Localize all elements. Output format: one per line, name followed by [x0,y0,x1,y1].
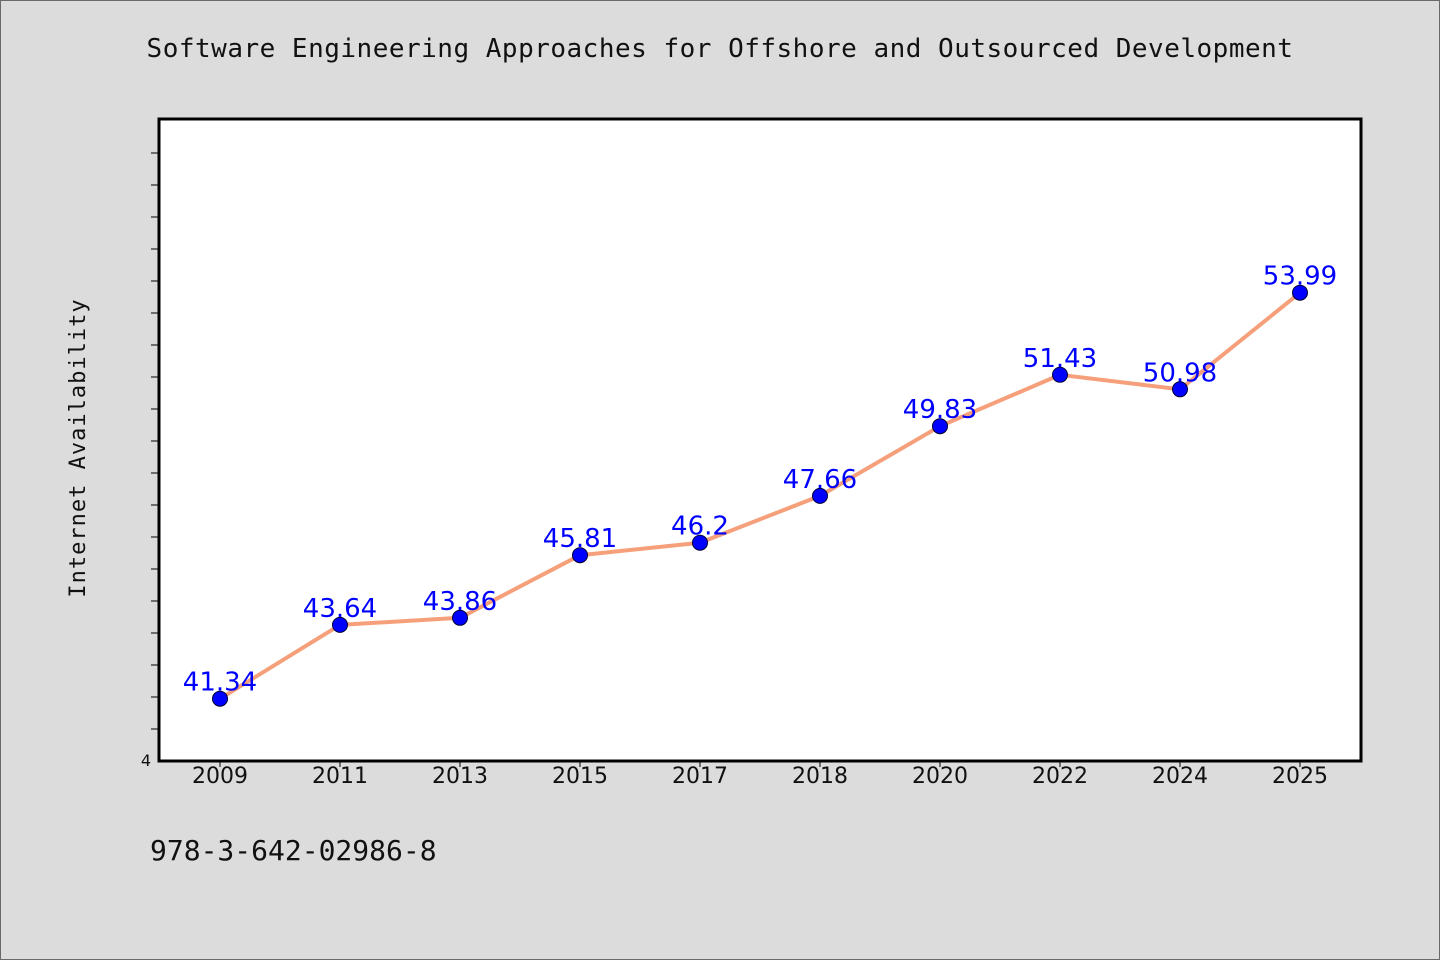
plot-area [157,117,1363,763]
y-tick-label: 4 [141,751,151,770]
x-tick-label: 2025 [1272,764,1328,789]
data-point [452,609,468,626]
x-axis-ticks: 2009 2011 2013 2015 2017 2018 2020 2022 2024 2025 [192,761,1328,789]
data-label: 43.86 [423,587,497,617]
isbn-footer: 978-3-642-02986-8 [150,834,437,867]
data-label-group: 41.34 43.64 43.86 45.81 46.2 47.66 49.83 51.43 5… [183,262,1337,698]
y-axis-label: Internet Availability [66,298,91,597]
data-point [572,547,588,564]
data-point [212,690,228,707]
x-tick-label: 2013 [432,764,488,789]
data-label: 46.2 [671,512,729,542]
data-point [812,487,828,504]
data-point [1052,366,1068,383]
x-tick-label: 2011 [312,764,368,789]
x-tick-label: 2024 [1152,764,1208,789]
data-point [932,418,948,435]
data-label: 49.83 [903,395,977,425]
data-label: 53.99 [1263,262,1337,292]
x-tick-label: 2020 [912,764,968,789]
x-tick-label: 2018 [792,764,848,789]
chart-title: Software Engineering Approaches for Offs… [146,34,1294,64]
data-label: 41.34 [183,668,257,698]
data-label: 47.66 [783,465,857,495]
data-point [332,616,348,633]
data-label: 50.98 [1143,358,1217,388]
data-label: 43.64 [303,594,377,624]
series-group [212,284,1308,707]
x-tick-label: 2017 [672,764,728,789]
x-tick-label: 2022 [1032,764,1088,789]
data-point [1172,381,1188,398]
y-axis-ticks: 4 [141,152,159,770]
data-point [692,534,708,551]
x-tick-label: 2009 [192,764,248,789]
data-point [1292,284,1308,301]
data-label: 51.43 [1023,344,1097,374]
x-tick-label: 2015 [552,764,608,789]
series-line [218,290,1302,701]
data-label: 45.81 [543,524,617,554]
